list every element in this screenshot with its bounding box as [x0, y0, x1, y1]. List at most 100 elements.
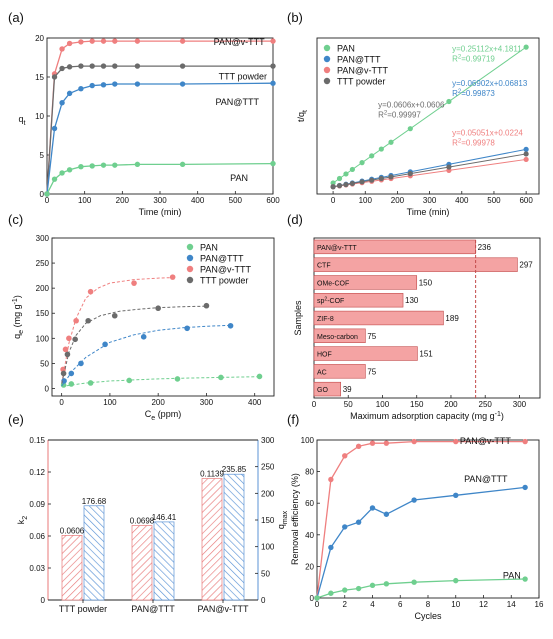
- panel-label: (a): [8, 10, 24, 25]
- y-tick-label: 0.06: [29, 532, 45, 541]
- data-point: [61, 378, 67, 384]
- x-tick-label: 250: [479, 400, 493, 409]
- y-tick-label: 50: [261, 569, 270, 578]
- x-tick-label: 500: [229, 196, 243, 205]
- x-tick-label: 100: [359, 196, 373, 205]
- bar: [313, 346, 418, 361]
- data-point: [328, 476, 334, 483]
- data-point: [336, 175, 343, 182]
- data-point: [179, 81, 186, 87]
- data-point: [523, 156, 529, 163]
- data-point: [218, 374, 224, 381]
- bar-category-label: CTF: [317, 263, 331, 270]
- x-tick-label: 300: [513, 400, 527, 409]
- data-point: [342, 524, 348, 530]
- data-point: [66, 90, 73, 97]
- x-tick-label: 10: [451, 600, 460, 609]
- data-point: [411, 497, 417, 503]
- data-point: [89, 163, 95, 169]
- data-point: [369, 177, 375, 183]
- bar-qmax: [223, 473, 245, 601]
- series-label: PAN@v-TTT: [460, 436, 511, 446]
- fit-line: [333, 158, 527, 188]
- data-point: [388, 174, 394, 180]
- series-line: [316, 578, 526, 599]
- data-point: [378, 175, 384, 182]
- bar-value-label: 75: [367, 332, 376, 341]
- legend-label: PAN@v-TTT: [200, 265, 251, 275]
- x-axis-label: Ce (ppm): [145, 409, 181, 422]
- data-point: [59, 46, 65, 52]
- legend-marker: [323, 77, 331, 85]
- x-category-label: PAN@v-TTT: [198, 604, 249, 614]
- x-tick-label: 100: [376, 400, 390, 409]
- panel-e: 0 0.03 0.06 0.09 0.12 0.15 0 50 100 150 200 250 300 (…: [8, 412, 289, 614]
- data-point: [78, 63, 84, 69]
- bar-value-label: 0.1139: [200, 470, 224, 479]
- bar-value-label: 146.41: [152, 513, 177, 522]
- x-tick-label: 8: [426, 600, 431, 609]
- y-axis-label: qt: [19, 114, 26, 127]
- y-tick-label: 20: [35, 34, 44, 43]
- data-point: [155, 305, 161, 312]
- y-tick-label: 15: [35, 73, 44, 82]
- panel-label: (f): [287, 412, 299, 427]
- y-tick-label: 0: [310, 594, 315, 603]
- y-left-label: k2: [16, 516, 29, 525]
- x-tick-label: 12: [479, 600, 488, 609]
- x-tick-label: 600: [266, 196, 280, 205]
- x-tick-label: 400: [248, 398, 262, 407]
- data-point: [87, 288, 94, 295]
- data-point: [89, 82, 95, 89]
- data-point: [256, 373, 263, 380]
- plot-frame: [51, 237, 275, 397]
- x-tick-label: 100: [103, 398, 117, 407]
- bar: [313, 293, 404, 308]
- data-point: [62, 346, 69, 353]
- data-point: [522, 438, 528, 445]
- x-tick-label: 0: [59, 398, 64, 407]
- bar-category-label: GO: [317, 387, 328, 394]
- bar-category-label: sp2-COF: [317, 297, 344, 306]
- data-point: [78, 360, 84, 367]
- panel-c: 0 100 200 300 400 0 50 100 150 200 250 300 (c) Ce (pp…: [8, 212, 275, 422]
- legend-label: TTT powder: [200, 276, 248, 286]
- bar: [313, 328, 366, 343]
- fit-r2: R2=0.99873: [452, 89, 495, 98]
- data-point: [411, 579, 417, 585]
- x-tick-label: 16: [535, 600, 544, 609]
- data-point: [85, 317, 91, 324]
- y-tick-label: 40: [305, 531, 314, 540]
- fit-r2: R2=0.99978: [452, 138, 495, 147]
- bar-category-label: Meso-carbon: [317, 334, 358, 341]
- data-point: [359, 179, 365, 185]
- bar-category-label: AC: [317, 369, 327, 376]
- data-point: [336, 183, 343, 189]
- y-tick-label: 100: [36, 334, 50, 343]
- data-point: [89, 38, 95, 44]
- x-tick-label: 200: [444, 400, 458, 409]
- bar-value-label: 75: [367, 367, 376, 376]
- y-tick-label: 0.03: [29, 564, 45, 573]
- data-point: [102, 341, 108, 348]
- data-point: [134, 81, 141, 87]
- data-point: [369, 153, 375, 159]
- x-tick-label: 0: [312, 400, 317, 409]
- data-point: [369, 505, 376, 511]
- fit-line: [332, 148, 527, 188]
- bar-value-label: 0.0606: [60, 526, 85, 535]
- y-tick-label: 0.15: [29, 436, 45, 445]
- x-category-label: PAN@TTT: [131, 604, 175, 614]
- data-point: [140, 334, 147, 340]
- y-tick-label: 300: [36, 234, 50, 243]
- data-point: [407, 126, 413, 132]
- fit-line: [333, 153, 527, 188]
- data-point: [328, 590, 334, 596]
- fit-curve: [61, 305, 207, 384]
- bar-value-label: 151: [419, 350, 433, 359]
- fit-equation: y=0.06902x+0.06813: [452, 79, 528, 88]
- data-point: [66, 335, 72, 342]
- bar-value-label: 150: [419, 278, 433, 287]
- panel-d: 0 50 100 150 200 250 300 (d) Maximum adsorption …: [287, 212, 541, 421]
- panel-label: (e): [8, 412, 24, 427]
